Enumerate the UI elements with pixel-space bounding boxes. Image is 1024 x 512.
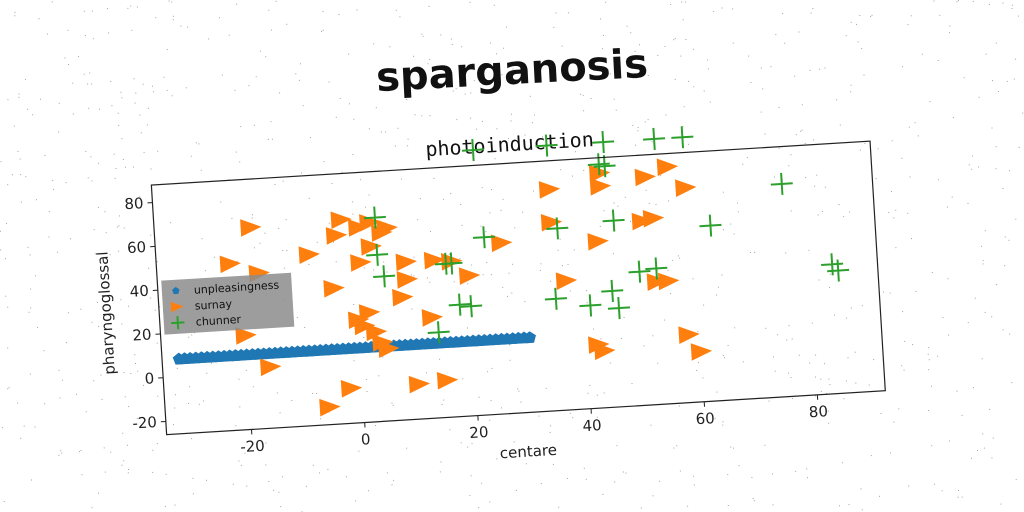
y-tick-label: 60 <box>127 238 147 257</box>
data-point-surnay <box>490 234 513 253</box>
legend-label: surnay <box>194 297 232 312</box>
data-point-surnay <box>642 209 665 228</box>
legend-label: unpleasingness <box>193 278 279 296</box>
data-point-chunner <box>434 252 457 275</box>
x-tick-label: 40 <box>582 416 602 435</box>
y-axis-label: pharyngoglossal <box>93 251 118 375</box>
data-point-chunner <box>579 294 602 317</box>
data-point-surnay <box>319 398 341 417</box>
data-point-surnay <box>340 380 363 398</box>
data-point-chunner <box>699 214 722 237</box>
data-point-surnay <box>594 342 616 361</box>
x-axis-label: centare <box>499 441 557 462</box>
data-point-chunner <box>363 206 386 229</box>
data-point-surnay <box>555 272 578 290</box>
data-point-surnay <box>360 238 382 256</box>
plot-frame <box>150 140 886 436</box>
chart-container: photoinduction -20 0 20 40 60 80 -20 0 20 40 60 80 … <box>80 83 920 482</box>
data-point-chunner <box>587 153 610 176</box>
x-tick-label: -20 <box>240 437 266 456</box>
data-point-chunner <box>366 243 389 266</box>
data-point-surnay <box>330 211 352 230</box>
data-point-chunner <box>373 265 396 288</box>
data-point-surnay <box>675 179 697 197</box>
data-point-surnay <box>358 304 381 322</box>
x-tick-label: 80 <box>808 402 828 421</box>
data-point-surnay <box>423 251 446 270</box>
data-point-chunner <box>546 217 569 240</box>
data-point-chunner <box>427 321 450 344</box>
x-tick-label: 20 <box>469 423 489 442</box>
data-point-surnay <box>587 233 609 251</box>
data-point-surnay <box>395 253 417 272</box>
data-point-chunner <box>770 172 793 195</box>
y-tick-label: 80 <box>124 194 144 213</box>
data-point-chunner <box>544 287 567 310</box>
data-point-surnay <box>371 224 393 242</box>
data-point-chunner <box>827 259 850 282</box>
data-point-chunner <box>592 131 615 154</box>
data-point-surnay <box>392 288 414 307</box>
data-point-surnay <box>354 317 376 336</box>
data-point-surnay <box>421 309 444 327</box>
data-point-surnay <box>458 267 481 285</box>
data-point-chunner <box>628 260 651 283</box>
data-point-surnay <box>259 358 282 377</box>
y-tick-label: 0 <box>144 369 155 388</box>
data-point-chunner <box>607 297 631 320</box>
x-tick-label: 0 <box>360 430 371 449</box>
data-point-surnay <box>408 375 431 394</box>
data-point-surnay <box>378 340 400 358</box>
legend-label: chunner <box>195 313 241 329</box>
series-surnay <box>219 158 713 417</box>
y-tick-label: -20 <box>132 413 158 432</box>
data-point-surnay <box>634 168 656 187</box>
data-point-surnay <box>235 327 257 345</box>
data-point-surnay <box>589 178 612 196</box>
data-point-surnay <box>646 273 669 291</box>
data-point-chunner <box>645 257 668 280</box>
data-point-surnay <box>631 212 654 231</box>
data-point-chunner <box>448 293 471 316</box>
data-point-chunner <box>593 155 616 178</box>
data-point-surnay <box>540 213 563 232</box>
data-point-surnay <box>656 158 679 177</box>
data-point-surnay <box>690 343 713 361</box>
data-point-chunner <box>472 226 496 249</box>
data-point-unpleasingness <box>523 331 536 344</box>
data-point-surnay <box>323 280 345 298</box>
legend-marker-surnay <box>170 301 184 313</box>
data-point-surnay <box>350 254 372 272</box>
data-point-surnay <box>436 371 459 390</box>
data-point-surnay <box>658 272 680 291</box>
plot-title: photoinduction <box>425 127 595 161</box>
legend-marker-unpleasingness <box>172 286 180 295</box>
data-point-surnay <box>678 326 700 344</box>
data-point-chunner <box>671 126 694 149</box>
legend-marker-chunner <box>171 316 185 330</box>
data-point-surnay <box>298 246 320 264</box>
data-point-chunner <box>643 127 666 151</box>
data-point-surnay <box>538 181 561 199</box>
series-chunner <box>363 126 850 344</box>
data-point-surnay <box>219 255 242 274</box>
data-point-surnay <box>325 227 348 245</box>
data-point-chunner <box>602 209 625 232</box>
scatter-chart: photoinduction -20 0 20 40 60 80-20020406080 … <box>93 126 886 462</box>
y-tick-label: 40 <box>129 282 149 301</box>
data-point-surnay <box>240 219 262 237</box>
legend-box <box>161 272 295 335</box>
data-point-chunner <box>461 139 485 162</box>
data-point-surnay <box>396 271 419 289</box>
data-point-chunner <box>535 134 558 157</box>
data-point-surnay <box>365 323 388 342</box>
series-unpleasingness <box>172 331 536 365</box>
x-tick-label: 60 <box>695 409 715 428</box>
data-point-surnay <box>348 219 370 237</box>
data-point-chunner <box>601 279 624 302</box>
y-tick-label: 20 <box>132 326 152 345</box>
data-point-chunner <box>460 295 483 318</box>
data-point-chunner <box>821 253 844 276</box>
